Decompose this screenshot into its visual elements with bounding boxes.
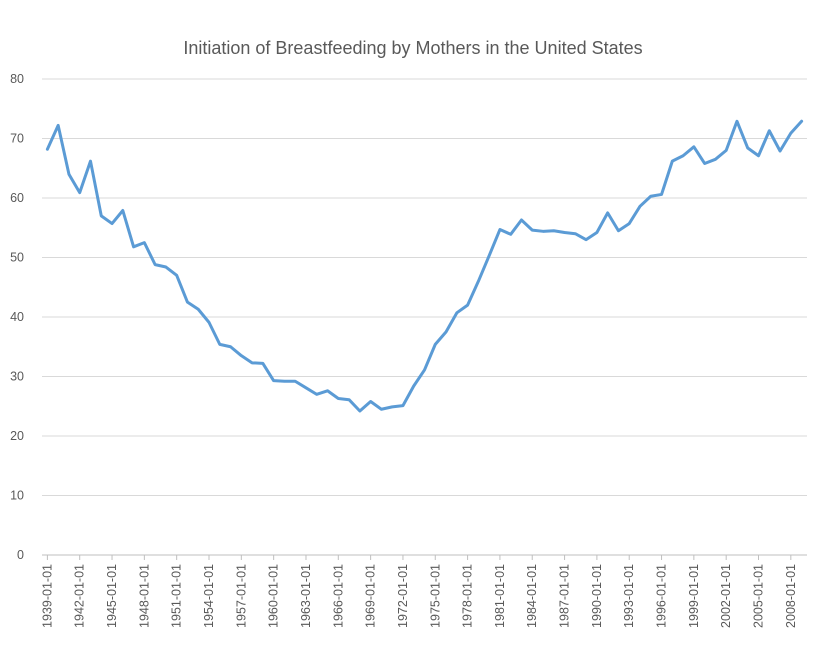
x-axis-labels: 1939-01-01 1942-01-01 1945-01-01 1948-01-01…: [40, 555, 798, 628]
x-tick-label: 1972-01-01: [396, 564, 410, 628]
x-tick-label: 1960-01-01: [267, 564, 281, 628]
y-tick-label-50: 50: [10, 251, 24, 265]
x-tick-label: 1999-01-01: [687, 564, 701, 628]
x-tick-label: 1984-01-01: [525, 564, 539, 628]
x-tick-label: 1990-01-01: [590, 564, 604, 628]
x-tick-label: 2005-01-01: [752, 564, 766, 628]
y-tick-label-60: 60: [10, 191, 24, 205]
x-tick-label: 2008-01-01: [784, 564, 798, 628]
x-tick-label: 1975-01-01: [428, 564, 442, 628]
x-tick-label: 1939-01-01: [40, 564, 54, 628]
y-tick-label-80: 80: [10, 72, 24, 86]
y-axis-labels: 0 10 20 30 40 50 60 70 80: [10, 72, 24, 562]
y-tick-label-0: 0: [17, 548, 24, 562]
x-tick-label: 1981-01-01: [493, 564, 507, 628]
y-tick-label-20: 20: [10, 429, 24, 443]
y-tick-label-10: 10: [10, 489, 24, 503]
gridlines: [42, 78, 807, 556]
x-tick-label: 1993-01-01: [622, 564, 636, 628]
x-tick-label: 1948-01-01: [137, 564, 151, 628]
x-tick-label: 1978-01-01: [461, 564, 475, 628]
x-tick-label: 1966-01-01: [331, 564, 345, 628]
chart-title: Initiation of Breastfeeding by Mothers i…: [183, 38, 642, 58]
x-tick-label: 1996-01-01: [655, 564, 669, 628]
y-tick-label-40: 40: [10, 310, 24, 324]
y-tick-label-70: 70: [10, 132, 24, 146]
series-line-0: [45, 119, 804, 413]
x-tick-label: 1942-01-01: [73, 564, 87, 628]
x-tick-label: 1969-01-01: [364, 564, 378, 628]
x-tick-label: 1963-01-01: [299, 564, 313, 628]
x-tick-label: 1987-01-01: [558, 564, 572, 628]
x-tick-label: 1954-01-01: [202, 564, 216, 628]
x-tick-label: 1957-01-01: [234, 564, 248, 628]
series-layer: [45, 119, 804, 413]
x-tick-label: 1945-01-01: [105, 564, 119, 628]
x-tick-label: 2002-01-01: [719, 564, 733, 628]
x-tick-label: 1951-01-01: [170, 564, 184, 628]
y-tick-label-30: 30: [10, 370, 24, 384]
